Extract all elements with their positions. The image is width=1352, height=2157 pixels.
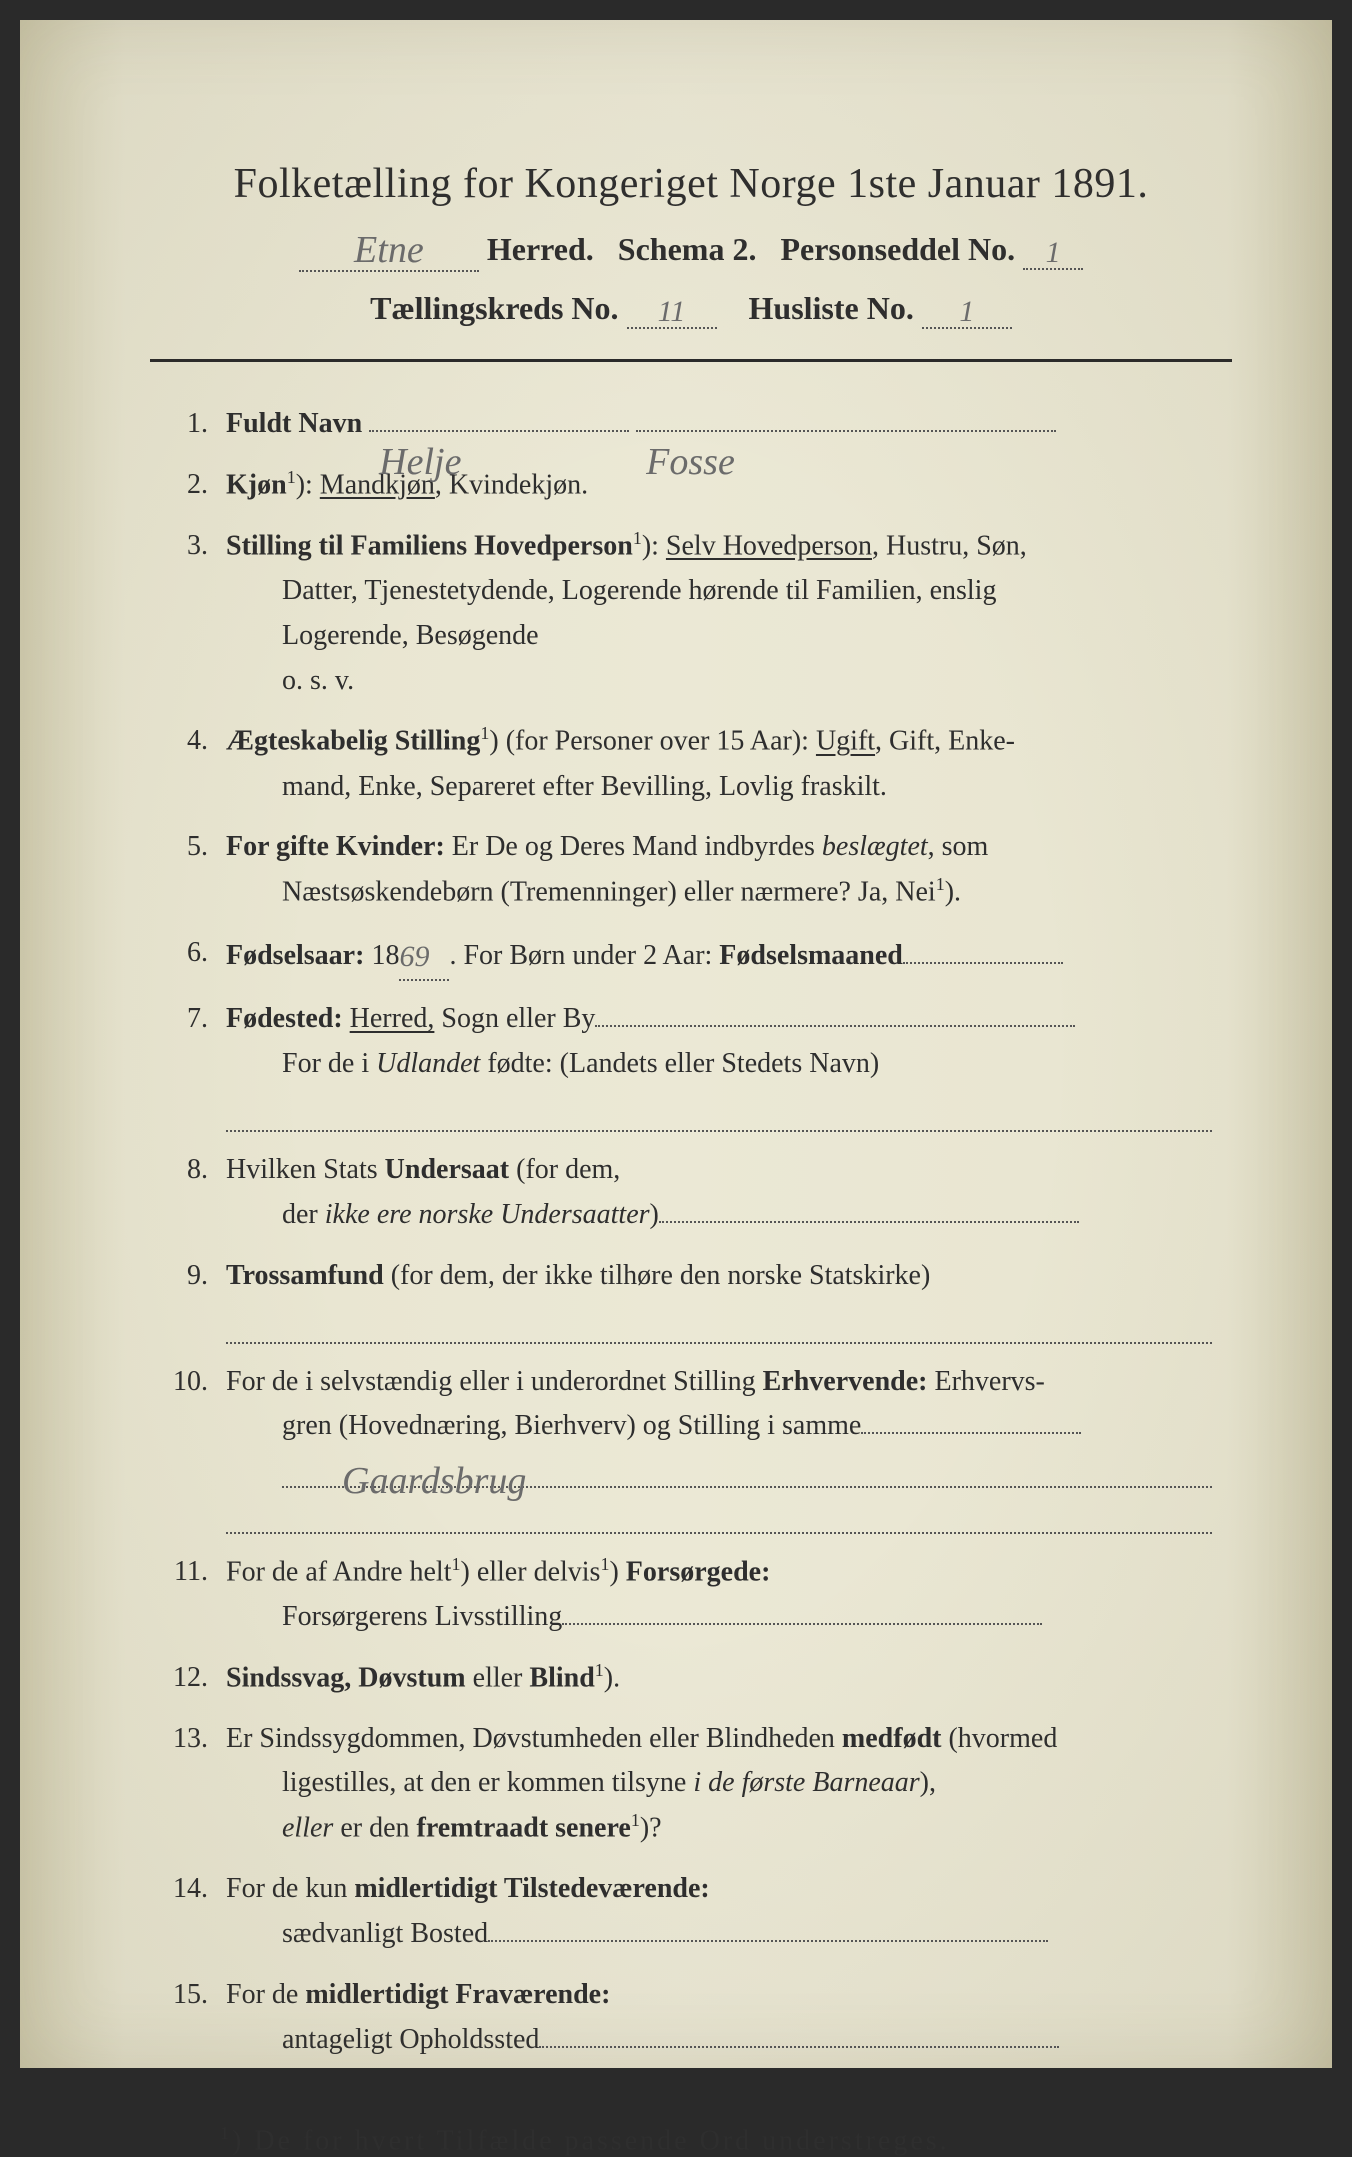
main-title: Folketælling for Kongeriget Norge 1ste J… [150, 160, 1232, 208]
taellingskreds-no-value: 11 [658, 295, 686, 328]
stilling-line3: Logerende, Besøgende [226, 614, 1212, 659]
row-medfodt: 13. Er Sindssygdommen, Døvstumheden elle… [170, 1717, 1212, 1852]
name-last-field: Fosse [636, 430, 1056, 432]
row-num: 15. [170, 1973, 226, 2018]
header-line-2: Etne Herred. Schema 2. Personseddel No. … [150, 226, 1232, 272]
row-erhvervende: 10. For de i selvstændig eller i underor… [170, 1360, 1212, 1534]
form-header: Folketælling for Kongeriget Norge 1ste J… [150, 160, 1232, 329]
row-num: 5. [170, 825, 226, 870]
row-fodested: 7. Fødested: Herred, Sogn eller By For d… [170, 997, 1212, 1132]
fodested-field [595, 1025, 1075, 1027]
footnote-text: ) De for hvert Tilfælde passende Ord und… [232, 2125, 950, 2156]
husliste-label: Husliste No. [749, 290, 914, 326]
row-num: 4. [170, 719, 226, 764]
medfodt-label: medfødt [842, 1723, 942, 1754]
fodested-herred: Herred, [350, 1003, 435, 1034]
kjon-kvindekjon: Kvindekjøn. [449, 469, 588, 500]
taellingskreds-no-field: 11 [627, 290, 717, 329]
stilling-selv: Selv Hovedperson [666, 530, 872, 561]
taellingskreds-label: Tællingskreds No. [370, 290, 618, 326]
blind-label: Blind [529, 1662, 594, 1693]
personseddel-no-field: 1 [1023, 231, 1083, 270]
aegteskab-label: Ægteskabelig Stilling [226, 726, 480, 757]
husliste-no-field: 1 [922, 290, 1012, 329]
row-sindssvag: 12. Sindssvag, Døvstum eller Blind1). [170, 1656, 1212, 1701]
erhverv-field: Gaardsbrug [282, 1449, 1212, 1488]
row-num: 13. [170, 1717, 226, 1762]
opholdssted-field [539, 2046, 1059, 2048]
schema-label: Schema 2. [618, 231, 757, 267]
row-num: 10. [170, 1360, 226, 1405]
herred-value: Etne [354, 229, 424, 271]
row-undersaat: 8. Hvilken Stats Undersaat (for dem, der… [170, 1148, 1212, 1238]
kjon-label: Kjøn [226, 469, 287, 500]
bosted-field [488, 1940, 1048, 1942]
trossamfund-field [226, 1304, 1212, 1343]
row-forsorgede: 11. For de af Andre helt1) eller delvis1… [170, 1550, 1212, 1640]
erhvervende-label: Erhvervende: [763, 1366, 928, 1397]
row-tilstedevaerende: 14. For de kun midlertidigt Tilstedevære… [170, 1867, 1212, 1957]
fravaerende-label: midlertidigt Fraværende: [305, 1979, 610, 2010]
row-num: 11. [170, 1550, 226, 1595]
row-gifte-kvinder: 5. For gifte Kvinder: Er De og Deres Man… [170, 825, 1212, 915]
herred-field: Etne [299, 226, 479, 272]
row-num: 2. [170, 463, 226, 508]
sindssvag-label: Sindssvag, Døvstum [226, 1662, 466, 1693]
row-num: 12. [170, 1656, 226, 1701]
fremtraadt-label: fremtraadt senere [417, 1813, 631, 1844]
name-first-field: Helje [369, 430, 629, 432]
footnote-ref: 1 [633, 528, 642, 548]
tilstedevaerende-label: midlertidigt Tilstedeværende: [354, 1873, 709, 1904]
herred-label: Herred. [487, 231, 594, 267]
row-trossamfund: 9. Trossamfund (for dem, der ikke tilhør… [170, 1254, 1212, 1344]
fodested-udland-field [226, 1093, 1212, 1132]
name-last-value: Fosse [646, 432, 735, 434]
footnote-marker: 1 [220, 2123, 232, 2143]
undersaat-field [659, 1221, 1079, 1223]
row-fodselsaar: 6. Fødselsaar: 1869. For Børn under 2 Aa… [170, 931, 1212, 981]
aegteskab-ugift: Ugift [816, 726, 875, 757]
row-num: 3. [170, 524, 226, 569]
stilling-line4: o. s. v. [226, 659, 1212, 704]
row-fravaerende: 15. For de midlertidigt Fraværende: anta… [170, 1973, 1212, 2063]
footnote-ref: 1 [287, 467, 296, 487]
fodselsmaaned-field [903, 962, 1063, 964]
row-num: 6. [170, 931, 226, 976]
trossamfund-label: Trossamfund [226, 1260, 384, 1291]
footnote: 1) De for hvert Tilfælde passende Ord un… [150, 2123, 1232, 2157]
row-fuldt-navn: 1. Fuldt Navn Helje Fosse [170, 402, 1212, 447]
fodested-label: Fødested: [226, 1003, 343, 1034]
stilling-label: Stilling til Familiens Hovedperson [226, 530, 633, 561]
gifte-label: For gifte Kvinder: [226, 831, 445, 862]
fodselsaar-field: 69 [399, 931, 449, 981]
header-line-3: Tællingskreds No. 11 Husliste No. 1 [150, 290, 1232, 329]
forsorger-field [562, 1623, 1042, 1625]
row-stilling-familie: 3. Stilling til Familiens Hovedperson1):… [170, 524, 1212, 704]
personseddel-label: Personseddel No. [780, 231, 1015, 267]
erhverv-value: Gaardsbrug [342, 1451, 526, 1488]
row-num: 8. [170, 1148, 226, 1193]
row-num: 14. [170, 1867, 226, 1912]
fodselsaar-label: Fødselsaar: [226, 940, 364, 971]
husliste-no-value: 1 [959, 295, 974, 328]
form-body: 1. Fuldt Navn Helje Fosse 2. Kjøn1): Man… [150, 402, 1232, 2063]
row-num: 1. [170, 402, 226, 447]
row-num: 9. [170, 1254, 226, 1299]
fodselsmaaned-label: Fødselsmaaned [719, 940, 903, 971]
fuldt-navn-label: Fuldt Navn [226, 408, 362, 439]
name-first-value: Helje [379, 432, 461, 434]
fodselsaar-value: 69 [399, 940, 429, 973]
aegteskab-line2: mand, Enke, Separeret efter Bevilling, L… [226, 765, 1212, 810]
row-aegteskab: 4. Ægteskabelig Stilling1) (for Personer… [170, 719, 1212, 809]
row-num: 7. [170, 997, 226, 1042]
personseddel-no-value: 1 [1046, 236, 1061, 269]
forsorgede-label: Forsørgede: [626, 1556, 771, 1587]
undersaat-label: Undersaat [385, 1154, 509, 1185]
header-divider [150, 359, 1232, 362]
census-form-page: Folketælling for Kongeriget Norge 1ste J… [20, 20, 1332, 2068]
stilling-line2: Datter, Tjenestetydende, Logerende høren… [226, 569, 1212, 614]
